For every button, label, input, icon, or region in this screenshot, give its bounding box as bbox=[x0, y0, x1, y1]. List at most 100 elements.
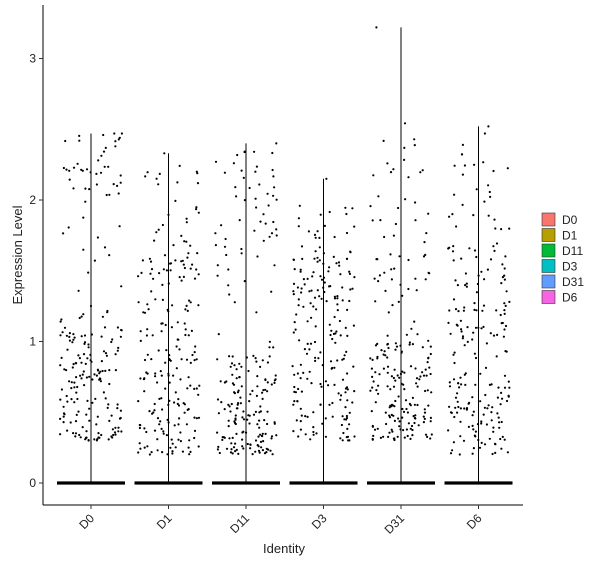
point-D0-147 bbox=[119, 335, 122, 338]
point-D3-106 bbox=[309, 438, 312, 441]
point-D0-161 bbox=[84, 200, 87, 203]
point-D31-98 bbox=[419, 375, 422, 378]
point-D3-207 bbox=[313, 257, 316, 260]
point-D1-58 bbox=[153, 429, 157, 432]
point-D0-91 bbox=[111, 428, 114, 431]
legend-label-D1: D1 bbox=[562, 229, 578, 243]
point-D1-75 bbox=[195, 358, 198, 361]
point-D0-52 bbox=[119, 409, 122, 412]
point-D6-160 bbox=[464, 272, 467, 275]
point-D1-157 bbox=[163, 254, 167, 257]
point-D0-4 bbox=[88, 419, 91, 422]
point-D1-97 bbox=[197, 416, 201, 419]
point-D0-132 bbox=[59, 417, 62, 420]
points-layer bbox=[59, 26, 511, 456]
point-D11-27 bbox=[235, 432, 238, 435]
point-D6-161 bbox=[503, 278, 506, 281]
point-D6-64 bbox=[504, 304, 507, 307]
point-D1-153 bbox=[185, 240, 188, 243]
point-D6-129 bbox=[505, 399, 509, 403]
point-D0-181 bbox=[64, 139, 67, 143]
point-D11-207 bbox=[243, 199, 246, 202]
point-D1-128 bbox=[169, 446, 172, 449]
point-D1-50 bbox=[162, 430, 165, 433]
point-D6-113 bbox=[461, 335, 465, 338]
legend-swatch-D0 bbox=[541, 212, 556, 227]
point-D6-37 bbox=[496, 333, 499, 336]
point-D1-20 bbox=[139, 339, 142, 342]
point-D31-167 bbox=[401, 294, 404, 297]
point-D31-172 bbox=[391, 304, 394, 307]
point-D11-149 bbox=[264, 378, 267, 382]
point-D11-204 bbox=[238, 219, 241, 222]
point-D31-74 bbox=[388, 414, 391, 417]
point-D3-99 bbox=[296, 400, 299, 403]
point-D11-135 bbox=[230, 362, 234, 365]
point-D31-141 bbox=[382, 435, 385, 438]
point-D6-112 bbox=[459, 407, 462, 410]
point-D11-139 bbox=[258, 451, 261, 454]
point-D11-71 bbox=[249, 447, 252, 450]
point-D1-122 bbox=[194, 345, 197, 348]
point-D0-24 bbox=[87, 346, 90, 349]
point-D0-148 bbox=[96, 415, 99, 418]
point-D1-112 bbox=[138, 442, 141, 445]
point-D0-198 bbox=[76, 162, 79, 165]
point-D3-74 bbox=[340, 423, 343, 427]
point-D3-61 bbox=[302, 371, 305, 374]
point-D0-126 bbox=[116, 407, 119, 410]
point-D1-35 bbox=[179, 378, 182, 381]
point-D31-51 bbox=[394, 399, 397, 403]
point-D3-119 bbox=[338, 319, 341, 323]
point-D0-154 bbox=[118, 225, 121, 228]
point-D3-176 bbox=[318, 246, 321, 249]
point-D3-107 bbox=[315, 308, 318, 311]
point-D11-189 bbox=[214, 160, 218, 163]
point-D11-156 bbox=[216, 274, 219, 277]
point-D31-118 bbox=[388, 406, 391, 409]
point-D11-158 bbox=[275, 234, 278, 237]
point-D31-190 bbox=[369, 205, 372, 208]
point-D3-105 bbox=[345, 350, 348, 353]
point-D1-149 bbox=[168, 358, 171, 362]
point-D6-143 bbox=[465, 408, 468, 411]
point-D1-129 bbox=[183, 403, 186, 406]
point-D3-36 bbox=[314, 325, 317, 328]
point-D0-116 bbox=[73, 401, 76, 404]
point-D31-99 bbox=[424, 389, 427, 393]
point-D31-144 bbox=[402, 429, 405, 432]
point-D11-106 bbox=[242, 418, 246, 421]
point-D1-78 bbox=[154, 298, 157, 301]
point-D11-48 bbox=[229, 365, 232, 368]
point-D1-40 bbox=[146, 328, 149, 331]
point-D3-149 bbox=[297, 298, 300, 301]
point-D6-127 bbox=[455, 323, 458, 326]
point-D0-113 bbox=[114, 426, 117, 429]
point-D11-114 bbox=[275, 434, 278, 437]
point-D31-62 bbox=[429, 437, 432, 440]
point-D3-138 bbox=[292, 290, 295, 293]
point-D1-62 bbox=[179, 440, 182, 443]
point-D3-21 bbox=[348, 411, 351, 414]
point-D6-154 bbox=[483, 278, 486, 281]
point-D1-114 bbox=[178, 348, 181, 351]
point-D0-152 bbox=[93, 259, 96, 262]
point-D31-179 bbox=[386, 162, 389, 165]
point-D1-63 bbox=[154, 375, 157, 378]
point-D31-183 bbox=[407, 176, 410, 179]
point-D1-45 bbox=[153, 402, 156, 406]
point-D11-28 bbox=[227, 425, 230, 428]
point-D1-48 bbox=[145, 430, 148, 434]
point-D6-188 bbox=[488, 190, 491, 194]
point-D6-187 bbox=[489, 195, 492, 198]
point-D31-35 bbox=[391, 430, 394, 433]
point-D3-45 bbox=[312, 430, 315, 434]
point-D6-53 bbox=[492, 426, 495, 429]
point-D0-191 bbox=[95, 183, 98, 186]
point-D3-33 bbox=[349, 288, 352, 291]
point-D31-32 bbox=[430, 391, 433, 394]
point-D1-133 bbox=[184, 328, 187, 331]
point-D31-4 bbox=[429, 416, 432, 419]
point-D6-153 bbox=[475, 291, 478, 294]
point-D3-191 bbox=[302, 278, 305, 281]
